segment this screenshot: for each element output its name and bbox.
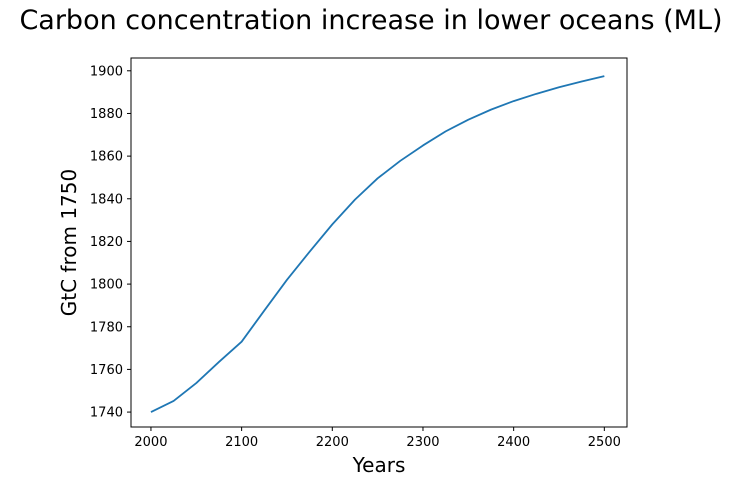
- y-axis-label: GtC from 1750: [57, 169, 81, 316]
- y-tick-label: 1900: [90, 64, 123, 79]
- y-tick-label: 1760: [90, 363, 123, 378]
- series-layer: [150, 75, 605, 413]
- x-tick-label: 2100: [225, 435, 258, 450]
- x-axis-label: Years: [352, 453, 406, 477]
- x-tick-label: 2300: [406, 435, 439, 450]
- x-tick-label: 2500: [588, 435, 621, 450]
- y-tick-label: 1880: [90, 107, 123, 122]
- chart-title: Carbon concentration increase in lower o…: [19, 5, 723, 36]
- y-tick-label: 1840: [90, 192, 123, 207]
- y-axis-ticks: 1740 1760 1780 1800 1820 1840 1860 1880 1900: [90, 64, 131, 421]
- x-axis-ticks: 2000 2100 2200 2300 2400 2500: [134, 427, 621, 450]
- y-tick-label: 1800: [90, 278, 123, 293]
- x-tick-label: 2200: [316, 435, 349, 450]
- y-tick-label: 1780: [90, 320, 123, 335]
- y-tick-label: 1820: [90, 235, 123, 250]
- series-line: [150, 75, 605, 413]
- x-tick-label: 2400: [497, 435, 530, 450]
- y-tick-label: 1860: [90, 150, 123, 165]
- y-tick-label: 1740: [90, 406, 123, 421]
- x-tick-label: 2000: [134, 435, 167, 450]
- plot-area-frame: [130, 57, 628, 428]
